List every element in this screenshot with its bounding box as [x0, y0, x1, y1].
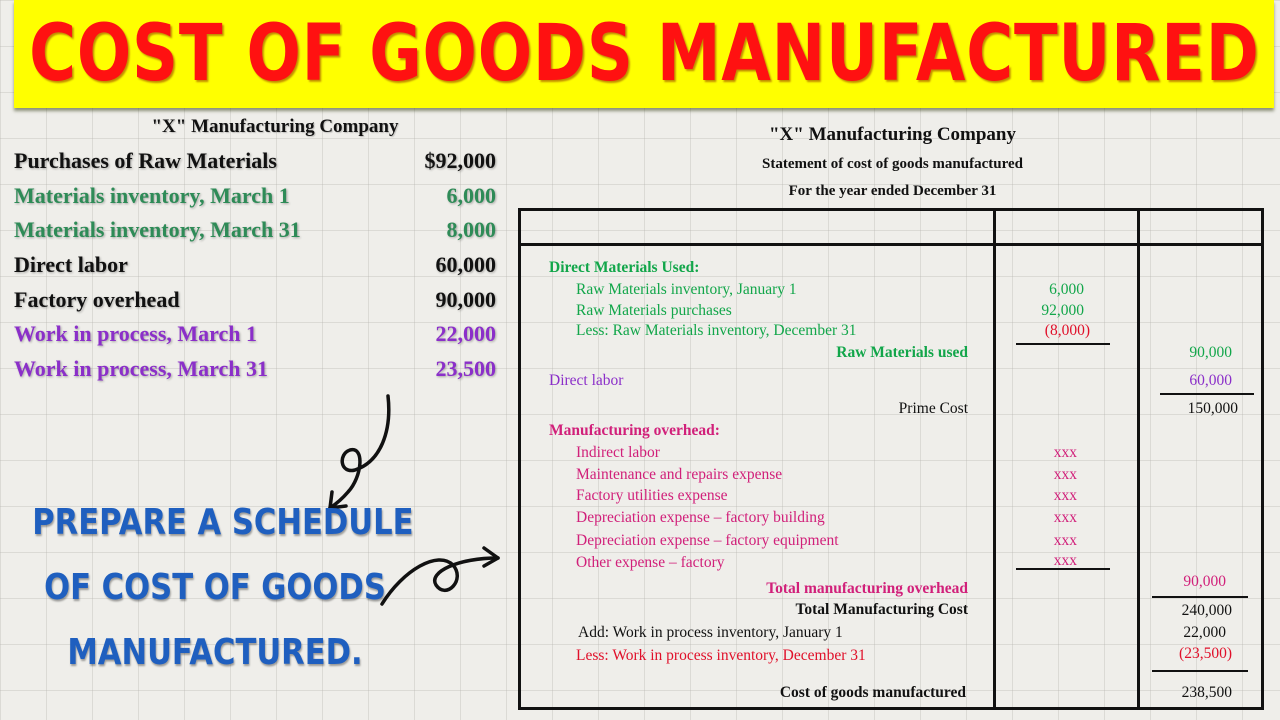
direct-labor-amount: 60,000	[1189, 372, 1232, 389]
prime-cost-label: Prime Cost	[898, 400, 968, 417]
column-divider	[993, 211, 996, 707]
overhead-item-amount: xxx	[1053, 509, 1077, 526]
total-manufacturing-cost-amount: 240,000	[1181, 602, 1232, 619]
dm-item-amount: 6,000	[1049, 281, 1084, 298]
subtotal-underline	[1152, 596, 1248, 598]
column-divider	[1137, 211, 1140, 707]
prompt-line: manufactured.	[67, 632, 363, 673]
statement-period: For the year ended December 31	[788, 183, 997, 199]
given-row: Factory overhead 90,000	[14, 283, 496, 318]
statement-title: Statement of cost of goods manufactured	[762, 156, 1023, 172]
given-row-label: Direct labor	[14, 252, 128, 278]
overhead-heading: Manufacturing overhead:	[549, 422, 720, 439]
add-wip-amount: 22,000	[1183, 624, 1226, 641]
given-row: Work in process, March 31 23,500	[14, 352, 496, 387]
curly-arrow-right-icon	[380, 546, 500, 606]
total-overhead-label: Total manufacturing overhead	[766, 580, 968, 597]
dm-item-label: Less: Raw Materials inventory, December …	[576, 322, 857, 339]
prompt-line: Prepare a schedule	[32, 502, 414, 543]
given-row-value: 22,000	[435, 321, 497, 347]
overhead-item-amount: xxx	[1053, 466, 1077, 483]
given-row: Direct labor 60,000	[14, 248, 496, 283]
overhead-item-label: Indirect labor	[576, 444, 660, 461]
overhead-item-amount: xxx	[1053, 487, 1077, 504]
dm-item-amount: (8,000)	[1044, 322, 1090, 339]
table-header-divider	[521, 243, 1261, 246]
subtotal-underline	[1160, 393, 1254, 395]
overhead-item-amount: xxx	[1053, 444, 1077, 461]
curly-arrow-down-icon	[328, 394, 391, 510]
prime-cost-amount: 150,000	[1187, 400, 1238, 417]
dm-item-label: Raw Materials purchases	[576, 302, 732, 319]
banner-title: COST OF GOODS MANUFACTURED	[28, 9, 1260, 99]
exercise-prompt: Prepare a schedule of cost of goods manu…	[0, 505, 430, 700]
given-row: Purchases of Raw Materials $92,000	[14, 144, 496, 179]
given-row-value: 6,000	[446, 182, 497, 208]
direct-materials-heading: Direct Materials Used:	[549, 259, 700, 276]
overhead-item-label: Depreciation expense – factory building	[576, 509, 825, 526]
given-row-label: Materials inventory, March 31	[14, 217, 301, 243]
direct-labor-label: Direct labor	[549, 372, 624, 389]
dm-item-label: Raw Materials inventory, January 1	[576, 281, 797, 298]
less-wip-label: Less: Work in process inventory, Decembe…	[576, 647, 866, 664]
given-row: Materials inventory, March 31 8,000	[14, 213, 496, 248]
given-row-value: 23,500	[435, 356, 497, 382]
given-row-label: Work in process, March 31	[14, 356, 269, 382]
statement-table	[518, 208, 1264, 710]
title-banner: COST OF GOODS MANUFACTURED	[14, 0, 1274, 108]
subtotal-underline	[1152, 670, 1248, 672]
overhead-item-label: Maintenance and repairs expense	[576, 466, 783, 483]
overhead-item-label: Depreciation expense – factory equipment	[576, 532, 839, 549]
overhead-item-label: Other expense – factory	[576, 554, 725, 571]
raw-materials-used-amount: 90,000	[1189, 344, 1232, 361]
overhead-item-amount: xxx	[1053, 552, 1077, 569]
total-manufacturing-cost-label: Total Manufacturing Cost	[795, 601, 968, 618]
given-company-name: "X" Manufacturing Company	[151, 116, 399, 137]
statement-company: "X" Manufacturing Company	[769, 124, 1016, 145]
given-row-label: Factory overhead	[14, 286, 180, 312]
statement-header: "X" Manufacturing Company Statement of c…	[520, 120, 1265, 200]
dm-item-amount: 92,000	[1041, 302, 1084, 319]
given-row: Work in process, March 1 22,000	[14, 317, 496, 352]
subtotal-underline	[1016, 343, 1110, 345]
cogm-label: Cost of goods manufactured	[779, 684, 966, 701]
total-overhead-amount: 90,000	[1183, 573, 1226, 590]
given-row-label: Materials inventory, March 1	[14, 182, 290, 208]
less-wip-amount: (23,500)	[1179, 645, 1232, 662]
given-row-label: Purchases of Raw Materials	[14, 148, 277, 173]
given-row-value: 60,000	[435, 252, 497, 278]
given-row-value: 8,000	[446, 217, 497, 243]
add-wip-label: Add: Work in process inventory, January …	[578, 624, 843, 641]
given-data-panel: "X" Manufacturing Company Purchases of R…	[14, 116, 496, 387]
given-row-label: Work in process, March 1	[14, 321, 258, 347]
overhead-item-amount: xxx	[1053, 532, 1077, 549]
given-row-value: $92,000	[424, 148, 497, 173]
prompt-line: of cost of goods	[44, 567, 386, 608]
raw-materials-used-label: Raw Materials used	[836, 344, 968, 361]
cogm-amount: 238,500	[1181, 684, 1232, 701]
subtotal-underline	[1016, 568, 1110, 570]
given-row: Materials inventory, March 1 6,000	[14, 179, 496, 214]
overhead-item-label: Factory utilities expense	[576, 487, 728, 504]
given-row-value: 90,000	[435, 286, 497, 312]
